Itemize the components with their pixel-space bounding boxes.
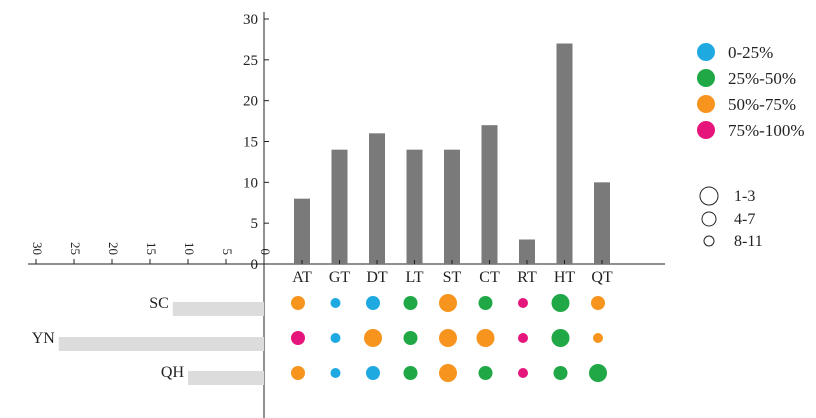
region-axis-ticks: 30 25 20 15 10 5 0	[30, 242, 273, 264]
y-tick-label: 10	[243, 175, 258, 191]
region-tick-label: 10	[182, 242, 197, 255]
dot	[291, 366, 305, 380]
dot	[591, 296, 605, 310]
bar-st	[444, 149, 460, 264]
region-bar-qh	[188, 371, 264, 385]
dot	[403, 296, 418, 310]
region-label-sc: SC	[149, 295, 169, 312]
size-legend-circle	[701, 211, 717, 227]
bar-lt	[406, 149, 423, 264]
x-tick-label: HT	[554, 269, 576, 286]
category-bars	[294, 43, 610, 265]
region-tick-label: 30	[30, 242, 45, 255]
region-tick-label: 15	[144, 242, 159, 255]
dot	[403, 366, 418, 380]
x-tick-label: QT	[591, 269, 613, 286]
dot	[518, 298, 528, 308]
dot	[478, 296, 493, 310]
dot	[439, 294, 457, 312]
y-tick-label: 30	[243, 12, 258, 28]
region-labels: SC YN QH	[32, 295, 185, 381]
color-legend-label: 50%-75%	[728, 95, 796, 114]
x-axis-labels: AT GT DT LT ST CT RT HT QT	[292, 260, 613, 286]
dot	[518, 333, 528, 343]
y-tick-label: 15	[243, 135, 258, 151]
bar-at	[294, 198, 310, 264]
dot	[330, 298, 341, 308]
size-legend: 1-3 4-7 8-11	[699, 186, 763, 250]
dot	[476, 329, 495, 347]
size-legend-circle	[703, 235, 715, 247]
dot	[403, 331, 418, 345]
dot	[551, 329, 570, 347]
bar-ht	[556, 43, 573, 264]
dot	[366, 296, 380, 310]
color-legend-label: 0-25%	[728, 43, 773, 62]
dot	[518, 368, 528, 378]
dot	[553, 366, 568, 380]
region-tick-label: 5	[220, 249, 235, 256]
region-tick-label: 0	[258, 249, 273, 256]
region-tick-label: 25	[68, 242, 83, 255]
color-legend-label: 75%-100%	[728, 121, 804, 140]
dot	[478, 366, 493, 380]
y-tick-label: 25	[243, 53, 258, 69]
dot	[589, 364, 607, 382]
size-legend-label: 4-7	[734, 211, 755, 228]
size-legend-label: 1-3	[734, 188, 755, 205]
dot-matrix	[291, 294, 607, 382]
region-bar-sc	[172, 302, 264, 316]
dot	[366, 366, 380, 380]
color-legend-swatch	[697, 43, 715, 61]
dot	[439, 364, 457, 382]
region-bar-yn	[58, 337, 264, 351]
region-bars	[58, 302, 264, 385]
region-tick-label: 20	[106, 242, 121, 255]
color-legend-label: 25%-50%	[728, 69, 796, 88]
dot	[330, 368, 341, 378]
x-tick-label: RT	[517, 269, 537, 286]
color-legend-swatch	[697, 69, 715, 87]
color-legend-swatch	[697, 121, 715, 139]
dot	[291, 296, 305, 310]
region-label-qh: QH	[161, 364, 185, 381]
color-legend-swatch	[697, 95, 715, 113]
color-legend: 0-25% 25%-50% 50%-75% 75%-100%	[697, 43, 804, 140]
dot	[330, 333, 341, 343]
y-tick-label: 5	[251, 216, 259, 232]
bar-qt	[594, 182, 610, 264]
x-tick-label: CT	[479, 269, 500, 286]
size-legend-label: 8-11	[734, 233, 763, 250]
dot	[439, 329, 457, 347]
x-tick-label: AT	[292, 269, 312, 286]
region-label-yn: YN	[32, 330, 56, 347]
x-tick-label: DT	[366, 269, 388, 286]
bar-gt	[331, 149, 348, 264]
y-axis-ticks: 0 5 10 15 20 25 30	[243, 12, 269, 273]
bar-ct	[481, 125, 498, 265]
size-legend-circle	[699, 186, 719, 206]
y-tick-label: 0	[251, 257, 259, 273]
x-tick-label: LT	[405, 269, 423, 286]
bar-dt	[369, 133, 385, 264]
bar-rt	[519, 239, 535, 264]
dot	[551, 294, 570, 312]
y-tick-label: 20	[243, 94, 258, 110]
dot	[364, 329, 382, 347]
dot	[593, 333, 603, 343]
x-tick-label: GT	[329, 269, 351, 286]
x-tick-label: ST	[443, 269, 462, 286]
dot	[291, 331, 305, 345]
